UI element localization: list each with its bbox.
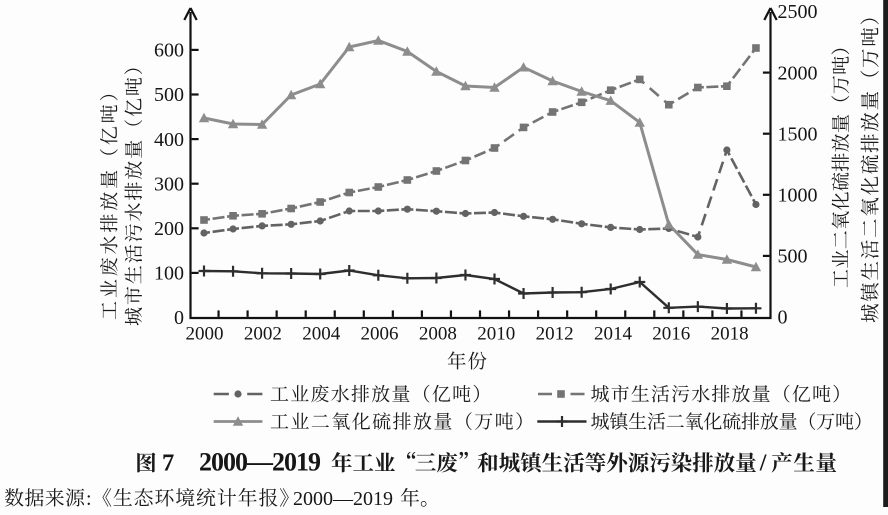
svg-text:2500: 2500 <box>778 1 818 23</box>
svg-text:0: 0 <box>778 307 788 329</box>
svg-text:500: 500 <box>154 84 184 106</box>
svg-text:2014: 2014 <box>594 324 633 345</box>
svg-text::: : <box>86 488 92 510</box>
svg-text:2016: 2016 <box>652 324 690 345</box>
svg-text:2000—2019: 2000—2019 <box>199 448 321 477</box>
svg-text:400: 400 <box>154 129 184 151</box>
svg-text:200: 200 <box>154 218 184 240</box>
svg-text:7: 7 <box>162 450 174 477</box>
svg-text:2010: 2010 <box>477 324 515 345</box>
svg-text:500: 500 <box>778 246 808 268</box>
svg-text:2002: 2002 <box>244 324 282 345</box>
svg-text:0: 0 <box>174 307 184 329</box>
svg-text:1000: 1000 <box>778 185 818 207</box>
svg-text:2000—2019: 2000—2019 <box>293 488 393 510</box>
svg-text:100: 100 <box>154 263 184 285</box>
svg-text:/: / <box>759 451 767 477</box>
svg-text:600: 600 <box>154 40 184 62</box>
svg-text:1500: 1500 <box>778 123 818 145</box>
svg-text:2018: 2018 <box>711 324 749 345</box>
svg-text:2008: 2008 <box>419 324 457 345</box>
svg-text:2004: 2004 <box>302 324 341 345</box>
svg-text:300: 300 <box>154 173 184 195</box>
svg-text:2012: 2012 <box>536 324 574 345</box>
svg-text:2006: 2006 <box>361 324 399 345</box>
svg-text:2000: 2000 <box>778 62 818 84</box>
svg-text:2000: 2000 <box>186 324 224 345</box>
